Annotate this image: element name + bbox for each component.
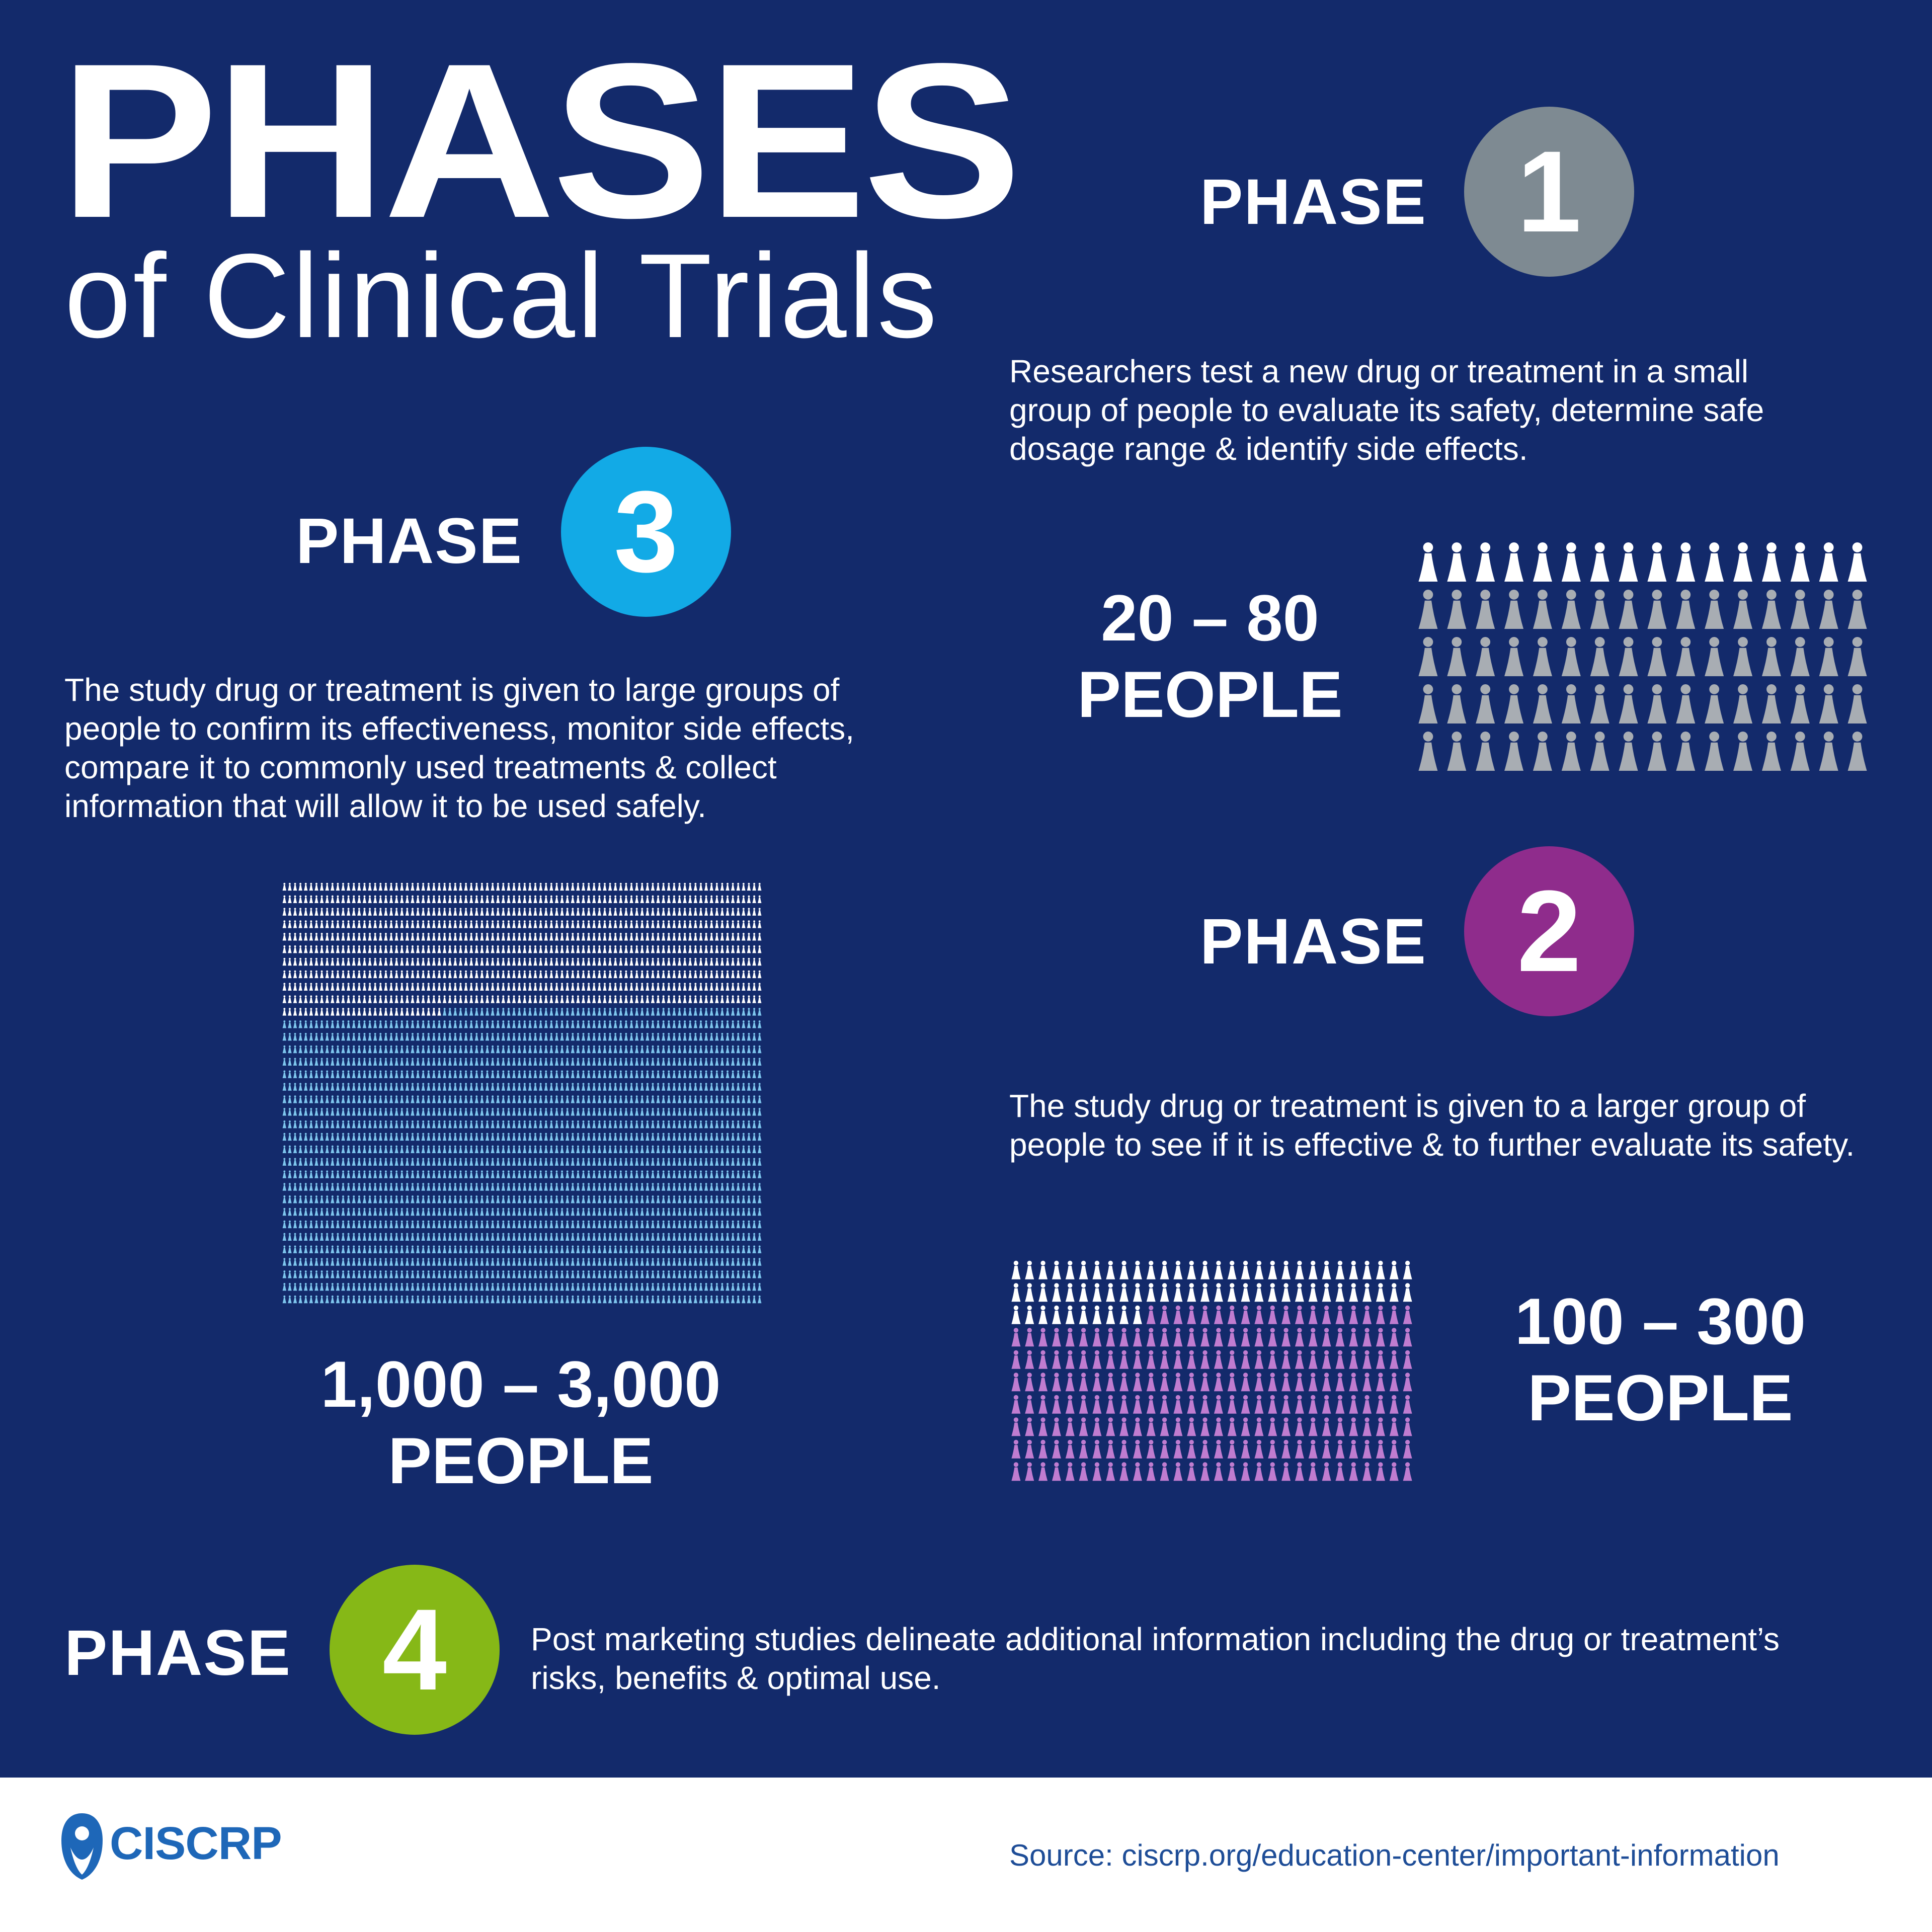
phase2-description: The study drug or treatment is given to …: [1009, 1087, 1855, 1164]
phase3-people-count: 1,000 – 3,000 PEOPLE: [267, 1346, 775, 1499]
phase2-people-grid: [1011, 1260, 1412, 1481]
footer: [0, 1778, 1932, 1932]
ciscrp-logo-text: CISCRP: [110, 1818, 282, 1869]
phase1-description-line: Researchers test a new drug or treatment…: [1009, 353, 1749, 389]
page-subtitle: of Clinical Trials: [64, 229, 939, 363]
phase4-number-badge: 4: [330, 1565, 500, 1735]
phase2-description-line: people to see if it is effective & to fu…: [1009, 1126, 1855, 1163]
phase4-description-line: risks, benefits & optimal use.: [531, 1660, 941, 1696]
phase3-description-line: information that will allow it to be use…: [64, 788, 706, 824]
phase3-count-range: 1,000 – 3,000: [320, 1347, 721, 1421]
phase4-description-line: Post marketing studies delineate additio…: [531, 1621, 1780, 1657]
phase3-people-grid: [282, 882, 762, 1304]
phase2-count-unit: PEOPLE: [1527, 1361, 1793, 1434]
page-title: PHASES: [59, 17, 1022, 264]
phase2-heading: PHASE: [1200, 906, 1427, 978]
phase1-heading: PHASE: [1200, 166, 1427, 238]
person-icon: [282, 882, 762, 1016]
phase3-heading: PHASE: [296, 505, 523, 577]
phase1-description-line: group of people to evaluate its safety, …: [1009, 392, 1764, 428]
phase3-description-line: people to confirm its effectiveness, mon…: [64, 710, 854, 747]
phase2-count-range: 100 – 300: [1514, 1284, 1806, 1358]
phase1-count-unit: PEOPLE: [1077, 658, 1343, 731]
phase1-people-grid: [1418, 542, 1867, 771]
ciscrp-logo-icon: [61, 1813, 103, 1880]
person-icon: [1418, 590, 1867, 771]
phase3-number-badge: 3: [561, 447, 731, 617]
phase2-number-badge: 2: [1464, 846, 1634, 1016]
person-icon: [1011, 1305, 1412, 1481]
phase4-description: Post marketing studies delineate additio…: [531, 1620, 1780, 1698]
person-icon: [1418, 542, 1867, 582]
phase3-description-line: The study drug or treatment is given to …: [64, 672, 840, 708]
phase1-description: Researchers test a new drug or treatment…: [1009, 352, 1764, 468]
phase2-people-count: 100 – 300 PEOPLE: [1489, 1283, 1831, 1436]
phase3-description-line: compare it to commonly used treatments &…: [64, 749, 777, 785]
phase3-count-unit: PEOPLE: [388, 1424, 654, 1497]
phase1-description-line: dosage range & identify side effects.: [1009, 431, 1528, 467]
phase4-heading: PHASE: [64, 1617, 291, 1689]
person-icon: [1011, 1260, 1412, 1324]
person-icon: [282, 1008, 762, 1304]
phase1-count-range: 20 – 80: [1101, 581, 1319, 655]
phase2-description-line: The study drug or treatment is given to …: [1009, 1088, 1806, 1124]
phase1-people-count: 20 – 80 PEOPLE: [1041, 580, 1379, 733]
source-citation: Source: ciscrp.org/education-center/impo…: [1009, 1838, 1780, 1872]
phase3-description: The study drug or treatment is given to …: [64, 671, 854, 826]
phase1-number-badge: 1: [1464, 107, 1634, 277]
